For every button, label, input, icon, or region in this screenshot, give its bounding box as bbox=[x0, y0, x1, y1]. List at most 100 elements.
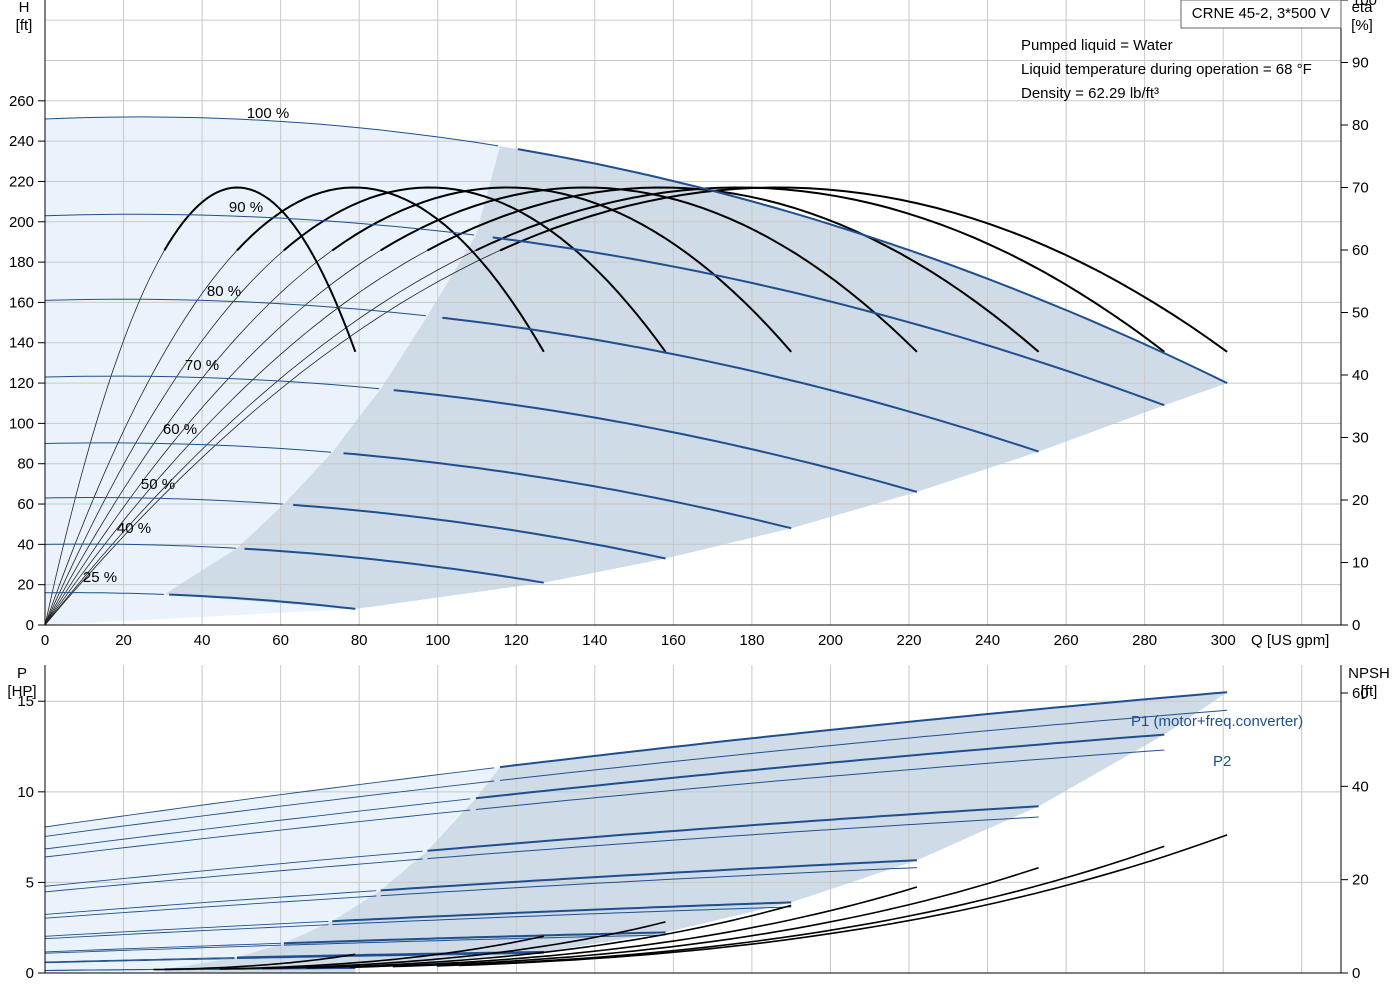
npsh-tick-label: 0 bbox=[1352, 965, 1360, 982]
speed-label: 25 % bbox=[83, 569, 117, 586]
x-tick-label: 200 bbox=[818, 632, 843, 649]
p1-curve-thin bbox=[44, 920, 329, 937]
p2-curve-thin bbox=[44, 944, 281, 954]
p2-curve bbox=[500, 709, 1228, 781]
head-tick-label: 160 bbox=[9, 294, 34, 311]
npsh-curve bbox=[262, 921, 666, 970]
eta-tick-labels: 0 10 20 30 40 50 60 70 80 90 100 bbox=[1341, 0, 1377, 634]
npsh-tick-labels: 0 20 40 60 bbox=[1341, 685, 1369, 982]
x-tick-label: 100 bbox=[425, 632, 450, 649]
speed-label: 50 % bbox=[141, 476, 175, 493]
p1-curve-thin bbox=[44, 890, 377, 915]
info-pumped-liquid: Pumped liquid = Water bbox=[1021, 37, 1173, 54]
head-curve bbox=[442, 316, 1039, 453]
eta-tick-label: 20 bbox=[1352, 492, 1369, 509]
head-curve-thin bbox=[44, 497, 283, 505]
npsh-tick-label: 60 bbox=[1352, 685, 1369, 702]
head-tick-label: 0 bbox=[26, 617, 34, 634]
head-tick-label: 260 bbox=[9, 93, 34, 110]
head-curve bbox=[393, 389, 918, 493]
p1-curve bbox=[380, 859, 917, 892]
power-curves bbox=[44, 691, 1228, 971]
x-tick-label: 80 bbox=[351, 632, 368, 649]
head-curve bbox=[343, 452, 792, 530]
p2-curve-thin bbox=[44, 895, 377, 919]
power-tick-label: 5 bbox=[26, 874, 34, 891]
p2-curve bbox=[380, 867, 917, 897]
speed-label: 100 % bbox=[247, 105, 290, 122]
efficiency-curves bbox=[44, 186, 1228, 626]
p2-curve-thin bbox=[44, 780, 495, 837]
x-tick-label: 240 bbox=[975, 632, 1000, 649]
efficiency-curve-thick bbox=[163, 186, 357, 353]
head-curves bbox=[44, 116, 1228, 610]
y-label-eta-unit: [%] bbox=[1351, 17, 1373, 34]
p2-curve-thin bbox=[44, 924, 329, 940]
y-label-p: P bbox=[17, 665, 27, 682]
efficiency-curve-thick bbox=[475, 186, 1165, 353]
title-box bbox=[1180, 0, 1342, 29]
x-tick-label: 280 bbox=[1132, 632, 1157, 649]
y-label-npsh: NPSH bbox=[1348, 665, 1390, 682]
eta-tick-label: 80 bbox=[1352, 117, 1369, 134]
p1-curve bbox=[283, 931, 666, 945]
head-curve-thin bbox=[44, 213, 475, 236]
head-tick-label: 40 bbox=[17, 536, 34, 553]
head-tick-label: 140 bbox=[9, 335, 34, 352]
head-curve-thin bbox=[44, 442, 332, 453]
p2-curve bbox=[427, 816, 1039, 860]
power-tick-label: 0 bbox=[26, 965, 34, 982]
x-tick-label: 120 bbox=[504, 632, 529, 649]
y-label-h: H bbox=[19, 0, 30, 16]
head-curve bbox=[169, 593, 356, 610]
eta-tick-label: 50 bbox=[1352, 305, 1369, 322]
efficiency-curve-thick bbox=[236, 186, 545, 353]
eta-tick-label: 10 bbox=[1352, 555, 1369, 572]
power-recommended-range-region bbox=[164, 692, 1228, 973]
p2-curve bbox=[332, 906, 792, 926]
p2-curve-thin bbox=[45, 969, 163, 971]
head-curve bbox=[244, 547, 544, 584]
head-chart: 0 20 40 60 80 100 120 140 160 180 200 220 240 260 280 3… bbox=[9, 0, 1377, 649]
p1-curve-thin bbox=[44, 850, 423, 887]
head-curve bbox=[517, 148, 1228, 384]
npsh-tick-label: 20 bbox=[1352, 872, 1369, 889]
head-tick-label: 220 bbox=[9, 173, 34, 190]
p2-curve-thin bbox=[44, 809, 471, 858]
chart-title: CRNE 45-2, 3*500 V bbox=[1192, 5, 1330, 22]
head-tick-label: 120 bbox=[9, 375, 34, 392]
head-tick-label: 80 bbox=[17, 456, 34, 473]
power-operating-regions bbox=[45, 692, 1228, 973]
speed-label: 40 % bbox=[117, 520, 151, 537]
eta-tick-label: 0 bbox=[1352, 617, 1360, 634]
head-tick-label: 60 bbox=[17, 496, 34, 513]
x-tick-labels: 0 20 40 60 80 100 120 140 160 180 200 220 240 260 280 3… bbox=[41, 632, 1236, 649]
npsh-curve bbox=[436, 845, 1165, 967]
eta-tick-label: 90 bbox=[1352, 55, 1369, 72]
recommended-range-region bbox=[164, 146, 1228, 609]
head-tick-label: 180 bbox=[9, 254, 34, 271]
efficiency-curve-thick bbox=[427, 186, 1040, 353]
p1-curve-thin bbox=[44, 767, 495, 828]
x-tick-label: 0 bbox=[41, 632, 49, 649]
p1-curve bbox=[475, 733, 1165, 800]
speed-label: 60 % bbox=[163, 421, 197, 438]
power-tick-label: 10 bbox=[17, 784, 34, 801]
head-tick-label: 100 bbox=[9, 415, 34, 432]
p1-curve bbox=[332, 901, 792, 923]
npsh-curve bbox=[392, 866, 1039, 968]
eta-tick-label: 100 bbox=[1352, 0, 1377, 9]
efficiency-curve-thick bbox=[380, 186, 918, 353]
x-tick-label: 20 bbox=[115, 632, 132, 649]
x-tick-label: 160 bbox=[661, 632, 686, 649]
p2-curve-thin bbox=[44, 858, 423, 893]
npsh-curve bbox=[153, 953, 356, 971]
x-tick-label: 140 bbox=[582, 632, 607, 649]
eta-tick-label: 40 bbox=[1352, 367, 1369, 384]
power-tick-label: 15 bbox=[17, 693, 34, 710]
npsh-curve bbox=[306, 904, 792, 969]
y-label-npsh-unit: [ft] bbox=[1361, 683, 1378, 700]
speed-label: 90 % bbox=[229, 199, 263, 216]
p2-curve bbox=[475, 749, 1165, 810]
